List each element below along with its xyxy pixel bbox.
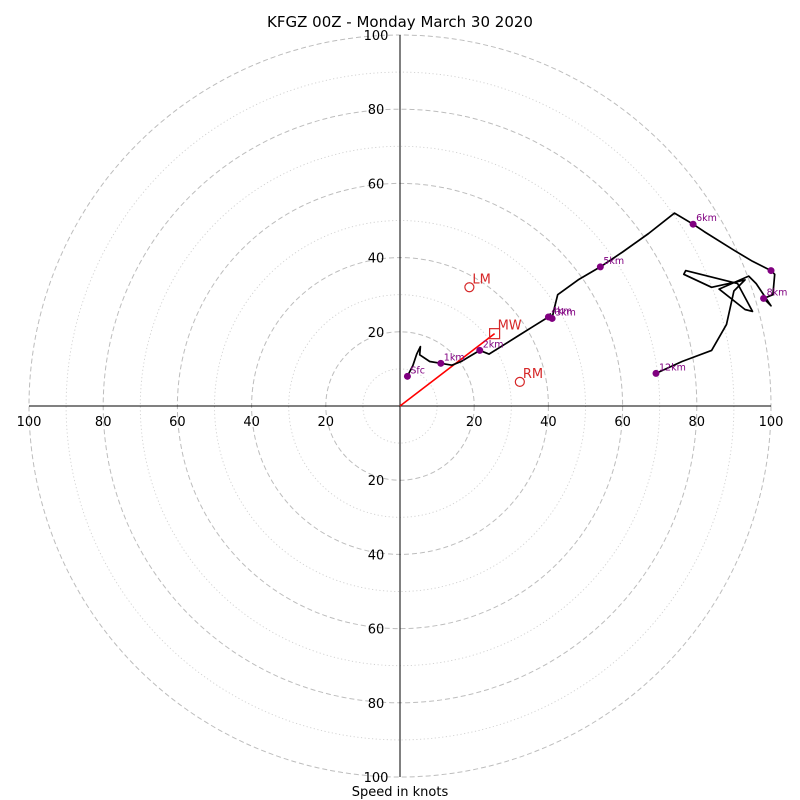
hodograph-series [399, 212, 776, 407]
x-tick-label: 80 [95, 415, 112, 430]
x-tick-label: 100 [17, 415, 42, 430]
y-tick-label: 40 [368, 548, 385, 563]
height-marker-point [476, 346, 484, 354]
height-marker-point [767, 267, 775, 275]
storm-motion-marker [489, 328, 501, 340]
y-tick-label: 100 [364, 771, 389, 786]
storm-motion-label: RM [523, 367, 543, 382]
chart-title: KFGZ 00Z - Monday March 30 2020 [267, 13, 533, 31]
height-marker-label: Sfc [410, 365, 425, 376]
storm-motion-markers: LM MW RM [464, 272, 543, 387]
x-axis-label: Speed in knots [352, 785, 449, 800]
x-tick-label: 100 [759, 415, 784, 430]
height-marker-label: 8km [767, 287, 788, 298]
y-tick-label: 40 [368, 252, 385, 267]
height-marker-point [437, 359, 445, 367]
height-marker-label: 2km [483, 339, 504, 350]
height-marker-point [689, 220, 697, 228]
storm-motion-marker [464, 282, 475, 293]
height-marker-label: 4km [551, 306, 572, 317]
tick-labels: 100 80 60 40 20 20 40 60 80 100 100 100 80 80 60 60 40 40… [17, 29, 784, 786]
y-tick-label: 80 [368, 103, 385, 118]
storm-motion-marker [514, 376, 525, 387]
height-marker-label: 12km [659, 362, 686, 373]
hodograph-line [406, 212, 776, 377]
y-tick-label: 80 [368, 697, 385, 712]
height-marker-point [652, 369, 660, 377]
x-tick-label: 80 [689, 415, 706, 430]
height-marker-point [403, 372, 411, 380]
x-tick-label: 20 [466, 415, 483, 430]
x-tick-label: 40 [243, 415, 260, 430]
x-tick-label: 40 [540, 415, 557, 430]
y-tick-label: 60 [368, 623, 385, 638]
x-tick-label: 20 [318, 415, 335, 430]
height-marker-point [596, 263, 604, 271]
storm-motion-label: LM [472, 272, 490, 287]
height-marker-label: 5km [603, 256, 624, 267]
y-tick-label: 60 [368, 177, 385, 192]
height-marker-label: 3km [555, 307, 576, 318]
storm-motion-label: MW [498, 319, 522, 334]
x-tick-label: 60 [614, 415, 631, 430]
x-tick-label: 60 [169, 415, 186, 430]
height-marker-label: 1km [444, 352, 465, 363]
y-tick-label: 20 [368, 474, 385, 489]
mean-wind-line [399, 333, 496, 407]
height-marker-label: 6km [696, 213, 717, 224]
height-marker-point [760, 294, 768, 302]
y-tick-label: 20 [368, 326, 385, 341]
y-tick-label: 100 [364, 29, 389, 44]
height-marker-point [544, 313, 552, 321]
